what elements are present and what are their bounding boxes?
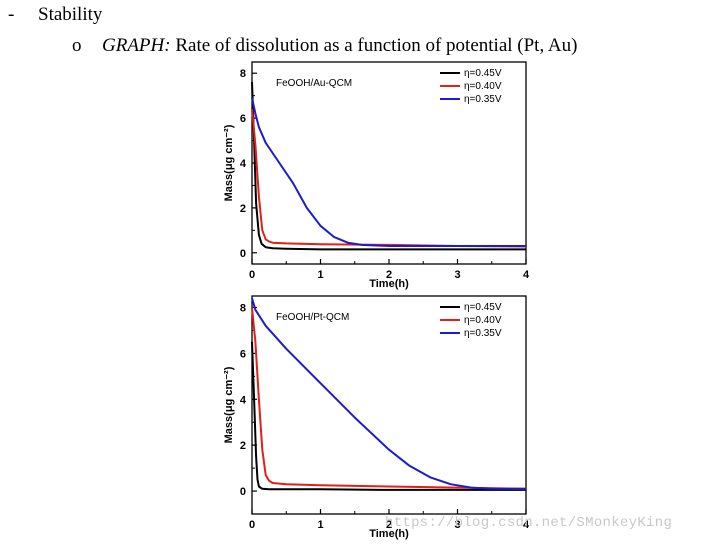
x-tick-label: 4 xyxy=(523,519,530,531)
series-line xyxy=(251,307,527,490)
legend-label: η=0.35V xyxy=(464,94,502,105)
x-tick-label: 3 xyxy=(454,269,460,281)
panel-title: FeOOH/Pt-QCM xyxy=(276,312,349,323)
x-tick-label: 1 xyxy=(317,519,323,531)
plot-frame xyxy=(251,61,527,265)
chart-panel-1: 0 1 2 3 4 0 2 4 6 8 Time(h) Mass(μg cm⁻²) FeOOH/Au-Q… xyxy=(223,61,530,290)
y-tick-label: 4 xyxy=(240,158,247,170)
graph-description: Rate of dissolution as a function of pot… xyxy=(170,35,578,56)
graph-label: GRAPH: xyxy=(102,35,171,56)
series-line xyxy=(251,341,526,491)
y-axis-title: Mass(μg cm⁻²) xyxy=(223,124,235,201)
x-tick-label: 0 xyxy=(249,519,255,531)
legend-label: η=0.40V xyxy=(464,315,502,326)
y-tick-label: 2 xyxy=(240,440,246,452)
legend-label: η=0.45V xyxy=(464,68,502,79)
legend-label: η=0.40V xyxy=(464,81,502,92)
stability-heading: Stability xyxy=(38,4,103,25)
x-tick-label: 0 xyxy=(249,269,255,281)
dash-bullet-symbol: - xyxy=(8,4,15,25)
x-tick-label: 3 xyxy=(454,519,460,531)
y-tick-label: 0 xyxy=(240,486,246,498)
x-tick-label: 4 xyxy=(523,269,530,281)
stability-bullet: - Stability xyxy=(8,4,102,26)
y-tick-label: 8 xyxy=(240,302,246,314)
x-axis-title: Time(h) xyxy=(369,278,409,290)
x-axis-title: Time(h) xyxy=(369,528,409,540)
y-tick-label: 6 xyxy=(240,348,246,360)
watermark: https://blog.csdn.net/SMonkeyKing xyxy=(385,515,673,531)
y-tick-label: 6 xyxy=(240,113,246,125)
y-tick-label: 0 xyxy=(240,248,246,260)
x-tick-label: 2 xyxy=(386,269,392,281)
circle-bullet-symbol: o xyxy=(72,35,82,56)
y-tick-label: 4 xyxy=(240,394,247,406)
series-line xyxy=(251,97,526,247)
legend-label: η=0.45V xyxy=(464,302,502,313)
series-line xyxy=(251,298,526,490)
chart-panel-2: 0 1 2 3 4 0 2 4 6 8 Time(h) Mass(μg cm⁻²) FeOOH/Pt-Q… xyxy=(223,295,530,540)
y-tick-label: 8 xyxy=(240,68,246,80)
x-tick-label: 2 xyxy=(386,519,392,531)
series-line xyxy=(251,82,526,251)
y-axis-title: Mass(μg cm⁻²) xyxy=(223,366,235,443)
x-tick-label: 1 xyxy=(317,269,323,281)
graph-caption: o GRAPH: Rate of dissolution as a functio… xyxy=(72,35,577,57)
panel-title: FeOOH/Au-QCM xyxy=(276,78,352,89)
y-tick-label: 2 xyxy=(240,203,246,215)
series-line xyxy=(251,109,527,248)
legend-label: η=0.35V xyxy=(464,328,502,339)
